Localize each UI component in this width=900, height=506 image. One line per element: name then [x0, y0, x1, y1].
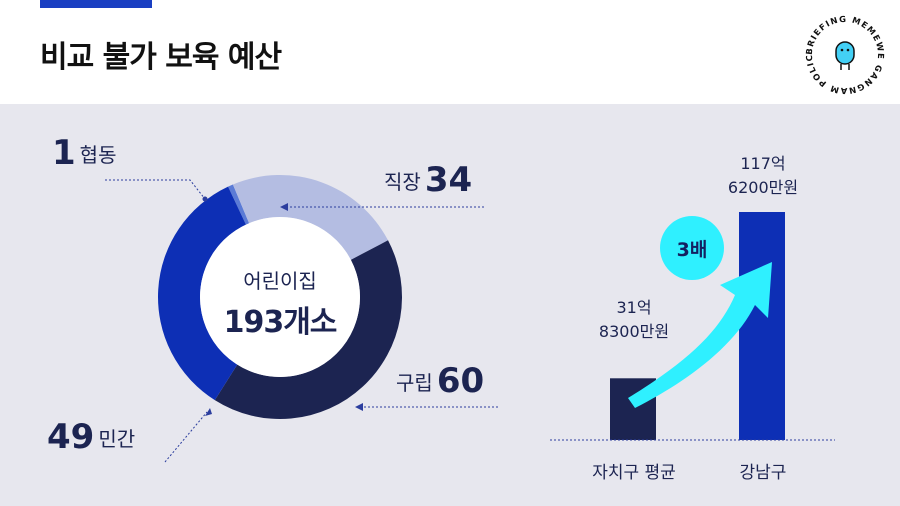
mascot-icon — [835, 41, 855, 70]
leader-line-private — [164, 411, 208, 463]
bar-value-label-gangnam: 117억 6200만원 — [693, 152, 833, 200]
briefing-badge: BRIEFING MEMEWE GANGNAM POLICY — [800, 10, 885, 96]
slice-label-district: 구립 60 — [392, 361, 484, 401]
slice-name: 협동 — [79, 142, 117, 167]
leader-arrow-district — [355, 403, 363, 411]
growth-arrow — [628, 262, 772, 408]
leader-arrow-workplace — [280, 203, 288, 211]
donut-chart — [157, 174, 402, 419]
bar-value-line1: 31억 — [616, 298, 652, 317]
slice-district — [214, 240, 402, 419]
donut-center-total: 193개소 — [223, 305, 338, 340]
bar-value-line2: 6200만원 — [727, 178, 799, 197]
donut-center-label: 어린이집 — [243, 269, 317, 293]
slice-label-workplace: 직장 34 — [380, 160, 472, 200]
slice-value: 34 — [424, 160, 473, 200]
page-title: 비교 불가 보육 예산 — [40, 40, 282, 75]
leader-lines — [105, 179, 498, 463]
slice-label-cooperative: 1 협동 — [52, 133, 120, 173]
leader-line-cooperative — [105, 179, 206, 200]
bar-category-average: 자치구 평균 — [592, 463, 676, 483]
slice-value: 60 — [436, 361, 485, 401]
slice-name: 민간 — [98, 426, 136, 451]
ratio-badge: 3배 — [660, 216, 724, 280]
bar-category-gangnam: 강남구 — [739, 463, 787, 483]
leader-dot-cooperative — [202, 196, 208, 202]
slice-value: 1 — [52, 133, 76, 173]
slice-label-private: 49 민간 — [47, 417, 139, 457]
slice-private — [157, 186, 246, 401]
slice-cooperative — [228, 184, 250, 225]
donut-hole — [200, 217, 360, 377]
slice-name: 직장 — [384, 169, 421, 194]
bar-gangnam — [739, 212, 785, 440]
bar-value-line1: 117억 — [740, 154, 786, 173]
slice-value: 49 — [47, 417, 95, 457]
bar-value-label-average: 31억 8300만원 — [564, 296, 704, 344]
slice-name: 구립 — [396, 370, 433, 395]
slice-workplace — [232, 174, 389, 260]
bar-value-line2: 8300만원 — [598, 322, 670, 341]
accent-bar — [40, 0, 152, 8]
leader-arrow-private — [205, 408, 212, 416]
